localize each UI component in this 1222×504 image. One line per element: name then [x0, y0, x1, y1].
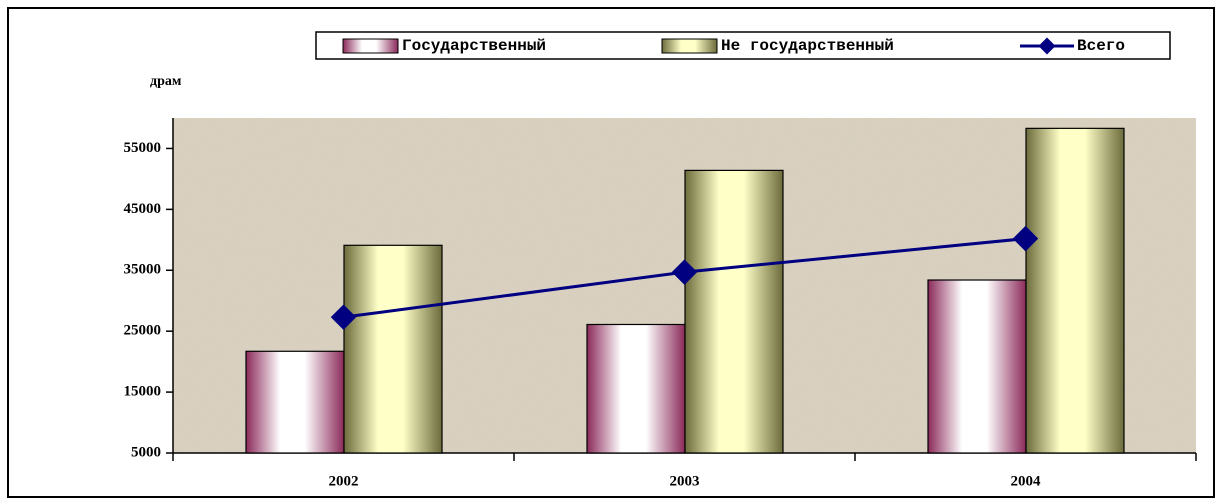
legend-swatch	[342, 38, 399, 54]
x-tick-label: 2002	[329, 473, 359, 489]
legend-swatch	[661, 38, 718, 54]
y-tick-label: 55000	[124, 140, 162, 156]
x-tick-label: 2003	[670, 473, 700, 489]
y-tick-label: 15000	[124, 384, 162, 400]
y-tick-label: 5000	[131, 444, 161, 460]
y-tick-label: 45000	[124, 201, 162, 217]
bar	[245, 350, 345, 454]
bar	[1025, 127, 1125, 454]
y-axis-label: драм	[150, 74, 182, 89]
legend-label: Государственный	[402, 37, 546, 55]
y-tick-label: 35000	[124, 262, 162, 278]
legend-label: Не государственный	[721, 37, 894, 55]
legend-label: Всего	[1077, 37, 1125, 55]
bar	[586, 323, 686, 454]
marker	[671, 259, 698, 285]
marker	[330, 304, 357, 330]
x-tick-label: 2004	[1011, 473, 1042, 489]
bar	[927, 279, 1027, 454]
bar	[343, 244, 443, 454]
bar	[684, 169, 784, 454]
y-tick-label: 25000	[124, 323, 162, 339]
